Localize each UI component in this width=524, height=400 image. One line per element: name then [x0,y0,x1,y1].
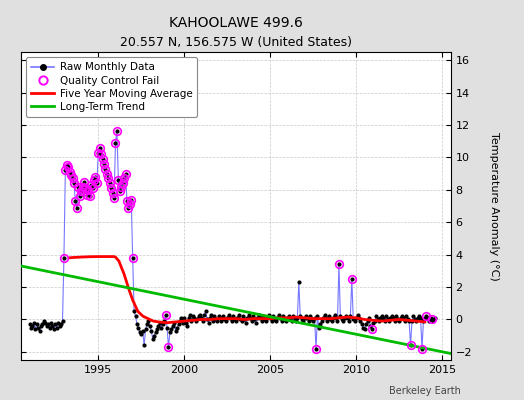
Y-axis label: Temperature Anomaly (°C): Temperature Anomaly (°C) [489,132,499,280]
Legend: Raw Monthly Data, Quality Control Fail, Five Year Moving Average, Long-Term Tren: Raw Monthly Data, Quality Control Fail, … [26,57,198,117]
Text: KAHOOLAWE 499.6: KAHOOLAWE 499.6 [169,16,303,30]
Text: 20.557 N, 156.575 W (United States): 20.557 N, 156.575 W (United States) [120,36,352,49]
Text: Berkeley Earth: Berkeley Earth [389,386,461,396]
